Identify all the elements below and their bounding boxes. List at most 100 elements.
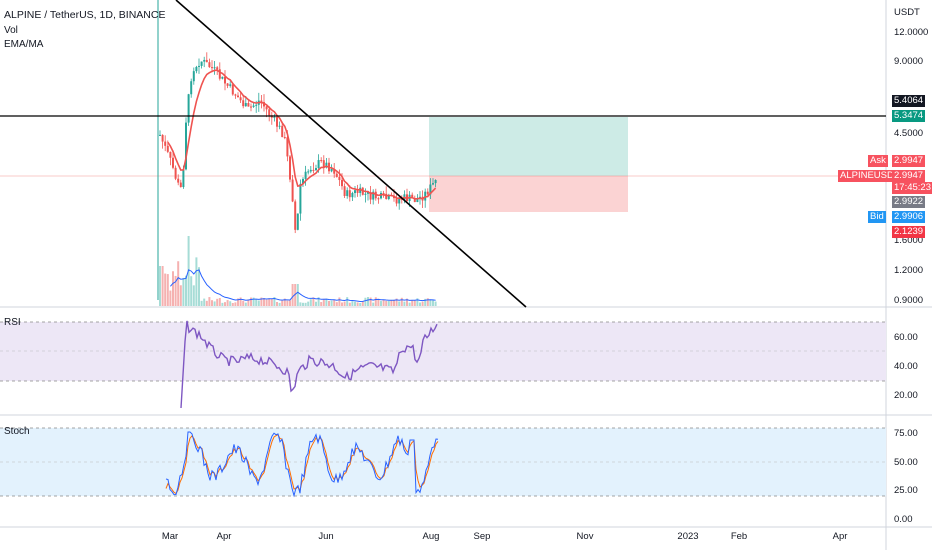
volume-bar bbox=[299, 302, 302, 306]
candle-body bbox=[380, 192, 382, 199]
volume-bar bbox=[205, 300, 208, 306]
volume-bar bbox=[247, 299, 250, 306]
volume-bar bbox=[390, 300, 393, 306]
candle-body bbox=[351, 193, 354, 198]
bar-countdown-tag: 17:45:23 bbox=[892, 182, 932, 194]
stop-loss-zone[interactable] bbox=[429, 176, 628, 212]
candle-body bbox=[200, 61, 203, 66]
candle-body bbox=[169, 151, 172, 158]
price-axis-label: 0.9000 bbox=[894, 295, 924, 306]
candle-body bbox=[312, 169, 315, 171]
volume-bar bbox=[346, 297, 349, 306]
volume-bar bbox=[208, 297, 211, 306]
volume-bar bbox=[369, 297, 372, 306]
volume-bar bbox=[174, 275, 177, 306]
time-axis-label: Nov bbox=[576, 531, 594, 542]
candle-body bbox=[302, 178, 304, 184]
candle-body bbox=[286, 137, 289, 157]
candle-body bbox=[192, 71, 195, 82]
candle-body bbox=[185, 122, 187, 170]
volume-bar bbox=[276, 301, 278, 306]
price-axis-label: 1.6000 bbox=[894, 235, 924, 246]
volume-bar bbox=[406, 298, 408, 306]
candle-body bbox=[159, 134, 161, 136]
candle-body bbox=[317, 160, 320, 169]
volume-bar bbox=[432, 300, 434, 306]
descending-trendline[interactable] bbox=[175, 0, 527, 308]
candle-body bbox=[429, 184, 432, 195]
price-axis-label: 4.5000 bbox=[894, 128, 924, 139]
volume-bar bbox=[315, 301, 317, 306]
volume-bar bbox=[257, 300, 260, 306]
time-axis-label: Apr bbox=[216, 531, 232, 542]
candle-body bbox=[315, 168, 317, 171]
volume-bar bbox=[179, 285, 182, 306]
volume-bar bbox=[307, 301, 310, 306]
candle-body bbox=[377, 198, 380, 200]
symbol-title[interactable]: ALPINE / TetherUS, 1D, BINANCE bbox=[4, 9, 166, 21]
target-price-tag: 5.3474 bbox=[892, 110, 926, 122]
volume-bar bbox=[356, 302, 359, 306]
volume-bar bbox=[260, 297, 263, 306]
bid-label-tag: Bid bbox=[868, 211, 886, 223]
rsi-pane-title[interactable]: RSI bbox=[4, 317, 21, 328]
volume-bar bbox=[224, 302, 226, 306]
candle-body bbox=[164, 141, 167, 146]
volume-bar bbox=[382, 299, 385, 306]
volume-bar bbox=[231, 302, 234, 306]
volume-indicator-label[interactable]: Vol bbox=[4, 25, 18, 36]
volume-bar bbox=[429, 299, 432, 306]
candle-body bbox=[322, 160, 325, 168]
volume-bar bbox=[250, 297, 252, 306]
candle-body bbox=[354, 190, 356, 194]
ema-line bbox=[167, 69, 437, 200]
time-axis-label: Sep bbox=[473, 531, 491, 542]
candle-body bbox=[346, 190, 349, 196]
volume-bar bbox=[309, 299, 312, 306]
stop-price-tag: 2.1239 bbox=[892, 226, 926, 238]
stoch-k-line bbox=[165, 431, 439, 498]
volume-bar bbox=[268, 298, 271, 306]
take-profit-zone[interactable] bbox=[429, 117, 628, 176]
volume-bar bbox=[213, 301, 216, 306]
volume-bar bbox=[159, 266, 161, 306]
candle-body bbox=[413, 198, 416, 203]
volume-bar bbox=[403, 301, 406, 306]
candle-body bbox=[416, 198, 419, 203]
volume-ma-line bbox=[170, 269, 436, 303]
candle-body bbox=[335, 173, 338, 177]
volume-bar bbox=[424, 298, 427, 306]
ema-indicator-label[interactable]: EMA/MA bbox=[4, 39, 44, 50]
volume-bar bbox=[216, 298, 219, 306]
volume-bar bbox=[239, 297, 242, 306]
volume-bars bbox=[159, 236, 437, 306]
candle-body bbox=[203, 59, 206, 62]
candle-body bbox=[426, 191, 429, 195]
time-axis-label: Apr bbox=[832, 531, 848, 542]
candle-body bbox=[260, 100, 263, 103]
candle-body bbox=[434, 180, 437, 184]
candle-body bbox=[216, 67, 219, 70]
volume-bar bbox=[273, 297, 276, 306]
volume-bar bbox=[333, 299, 336, 306]
volume-bar bbox=[182, 277, 185, 306]
volume-bar bbox=[343, 301, 346, 306]
resistance-price-tag: 5.4064 bbox=[892, 95, 926, 107]
volume-bar bbox=[426, 298, 429, 306]
candle-body bbox=[299, 183, 302, 214]
volume-bar bbox=[398, 301, 401, 306]
candle-body bbox=[364, 193, 367, 195]
ask-price-tag: 2.9947 bbox=[892, 155, 926, 167]
candle-body bbox=[265, 106, 268, 110]
volume-bar bbox=[281, 300, 284, 306]
volume-bar bbox=[270, 298, 273, 306]
volume-bar bbox=[320, 302, 323, 306]
volume-bar bbox=[325, 298, 328, 306]
currency-label: USDT bbox=[894, 7, 920, 18]
stoch-axis-label: 50.00 bbox=[894, 457, 918, 468]
candle-body bbox=[372, 191, 375, 200]
stoch-pane-title[interactable]: Stoch bbox=[4, 426, 30, 437]
volume-bar bbox=[348, 302, 351, 306]
stoch-axis-label: 75.00 bbox=[894, 428, 918, 439]
